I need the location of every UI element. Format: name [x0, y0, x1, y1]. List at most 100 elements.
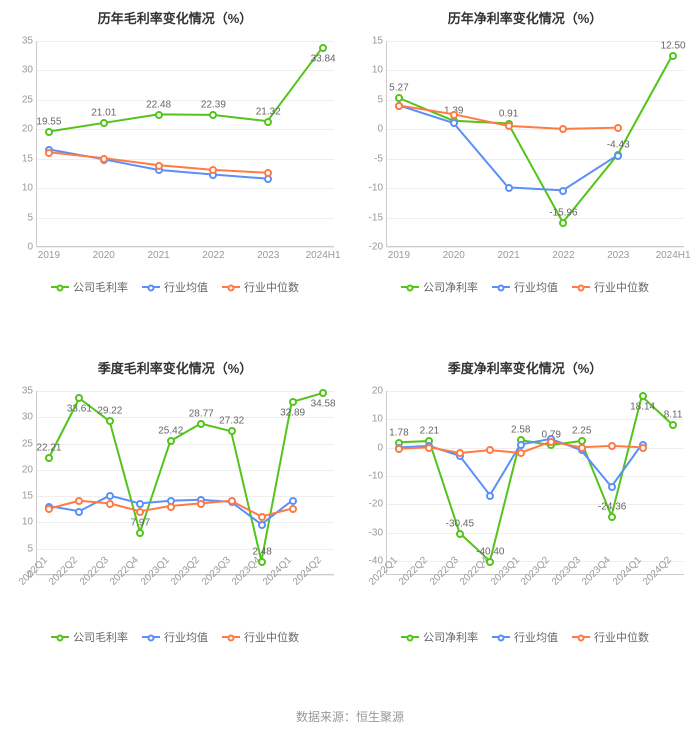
data-point — [614, 124, 622, 132]
data-point — [264, 169, 272, 177]
legend-item: 行业中位数 — [572, 279, 649, 295]
legend: 公司净利率 行业均值 行业中位数 — [354, 279, 696, 295]
y-tick: 15 — [372, 36, 387, 47]
data-point — [136, 508, 144, 516]
legend-item: 行业均值 — [142, 279, 208, 295]
data-point — [45, 505, 53, 513]
data-point — [258, 513, 266, 521]
legend-item: 公司净利率 — [401, 629, 478, 645]
chart-area: -20-15-10-505101520192020202120222023202… — [354, 33, 696, 273]
panel-annual-net: 历年净利率变化情况（%） -20-15-10-50510152019202020… — [350, 0, 700, 350]
panel-quarter-gross: 季度毛利率变化情况（%） 051015202530352022Q12022Q22… — [0, 350, 350, 700]
y-tick: 0 — [377, 442, 387, 453]
data-point — [106, 500, 114, 508]
panel-annual-gross: 历年毛利率变化情况（%） 051015202530352019202020212… — [0, 0, 350, 350]
legend-item: 公司净利率 — [401, 279, 478, 295]
data-point — [578, 444, 586, 452]
y-tick: -20 — [369, 499, 387, 510]
data-point — [456, 449, 464, 457]
x-tick: 2019 — [388, 246, 410, 261]
legend-label: 公司毛利率 — [73, 279, 128, 295]
legend: 公司毛利率 行业均值 行业中位数 — [4, 629, 346, 645]
x-tick: 2019 — [38, 246, 60, 261]
data-point — [75, 497, 83, 505]
y-tick: -10 — [369, 183, 387, 194]
y-tick: -15 — [369, 212, 387, 223]
data-point — [197, 500, 205, 508]
legend-item: 行业中位数 — [222, 629, 299, 645]
y-tick: -30 — [369, 527, 387, 538]
y-tick: 5 — [377, 94, 387, 105]
data-source: 数据来源：恒生聚源 — [0, 700, 700, 737]
chart-title: 季度毛利率变化情况（%） — [4, 358, 346, 377]
legend-label: 行业均值 — [514, 279, 558, 295]
data-point — [547, 438, 555, 446]
legend: 公司净利率 行业均值 行业中位数 — [354, 629, 696, 645]
y-tick: 10 — [22, 183, 37, 194]
panel-quarter-net: 季度净利率变化情况（%） -40-30-20-10010202022Q12022… — [350, 350, 700, 700]
y-tick: -10 — [369, 470, 387, 481]
y-tick: 5 — [27, 543, 37, 554]
chart-title: 历年净利率变化情况（%） — [354, 8, 696, 27]
chart-area: 05101520253035201920202021202220232024H1… — [4, 33, 346, 273]
legend-item: 行业中位数 — [222, 279, 299, 295]
legend-item: 行业均值 — [492, 279, 558, 295]
legend-label: 公司净利率 — [423, 279, 478, 295]
chart-title: 历年毛利率变化情况（%） — [4, 8, 346, 27]
legend-item: 行业中位数 — [572, 629, 649, 645]
x-tick: 2021 — [147, 246, 169, 261]
data-point — [517, 449, 525, 457]
data-point — [505, 122, 513, 130]
legend-item: 公司毛利率 — [51, 279, 128, 295]
legend-label: 公司净利率 — [423, 629, 478, 645]
y-tick: 0 — [27, 242, 37, 253]
legend-label: 行业均值 — [164, 279, 208, 295]
chart-area: 051015202530352022Q12022Q22022Q32022Q420… — [4, 383, 346, 623]
data-point — [228, 497, 236, 505]
x-tick: 2023 — [257, 246, 279, 261]
y-tick: 10 — [372, 414, 387, 425]
x-tick: 2022 — [552, 246, 574, 261]
chart-area: -40-30-20-10010202022Q12022Q22022Q32022Q… — [354, 383, 696, 623]
x-tick: 2024H1 — [306, 246, 341, 261]
legend: 公司毛利率 行业均值 行业中位数 — [4, 279, 346, 295]
y-tick: 15 — [22, 153, 37, 164]
legend-label: 行业中位数 — [594, 279, 649, 295]
x-tick: 2023 — [607, 246, 629, 261]
data-point — [395, 445, 403, 453]
data-point — [289, 505, 297, 513]
y-tick: 10 — [22, 517, 37, 528]
data-point — [209, 166, 217, 174]
legend-label: 行业均值 — [514, 629, 558, 645]
legend-label: 公司毛利率 — [73, 629, 128, 645]
x-tick: 2021 — [497, 246, 519, 261]
chart-grid: 历年毛利率变化情况（%） 051015202530352019202020212… — [0, 0, 700, 700]
legend-label: 行业均值 — [164, 629, 208, 645]
y-tick: -20 — [369, 242, 387, 253]
data-point — [608, 442, 616, 450]
chart-title: 季度净利率变化情况（%） — [354, 358, 696, 377]
y-tick: 0 — [377, 124, 387, 135]
y-tick: 25 — [22, 94, 37, 105]
legend-label: 行业中位数 — [244, 279, 299, 295]
data-point — [45, 149, 53, 157]
data-point — [559, 125, 567, 133]
legend-label: 行业中位数 — [594, 629, 649, 645]
data-point — [167, 503, 175, 511]
y-tick: -5 — [374, 153, 387, 164]
y-tick: 25 — [22, 438, 37, 449]
data-point — [425, 444, 433, 452]
y-tick: 10 — [372, 65, 387, 76]
y-tick: 5 — [27, 212, 37, 223]
data-point — [395, 102, 403, 110]
legend-item: 公司毛利率 — [51, 629, 128, 645]
legend-label: 行业中位数 — [244, 629, 299, 645]
data-point — [100, 155, 108, 163]
y-tick: 20 — [22, 124, 37, 135]
y-tick: 35 — [22, 36, 37, 47]
data-point — [450, 111, 458, 119]
y-tick: 20 — [22, 464, 37, 475]
y-tick: 35 — [22, 386, 37, 397]
x-tick: 2020 — [93, 246, 115, 261]
y-tick: 20 — [372, 386, 387, 397]
